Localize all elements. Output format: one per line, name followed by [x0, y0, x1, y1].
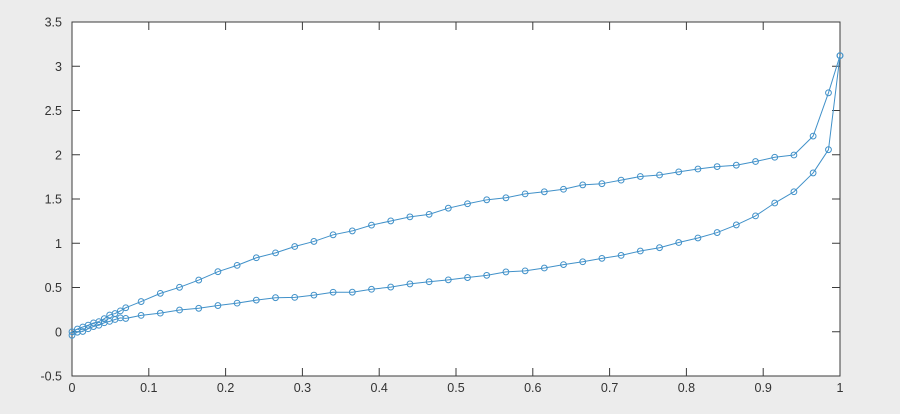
svg-text:0.4: 0.4: [371, 381, 388, 395]
svg-text:0.1: 0.1: [140, 381, 157, 395]
svg-text:2: 2: [55, 148, 62, 162]
svg-text:-0.5: -0.5: [40, 370, 62, 384]
svg-text:0: 0: [69, 381, 76, 395]
svg-text:2.5: 2.5: [45, 104, 62, 118]
svg-text:0.3: 0.3: [294, 381, 311, 395]
svg-text:0.5: 0.5: [447, 381, 464, 395]
svg-text:0: 0: [55, 325, 62, 339]
svg-text:0.8: 0.8: [678, 381, 695, 395]
svg-text:1: 1: [837, 381, 844, 395]
svg-text:0.5: 0.5: [45, 281, 62, 295]
svg-text:0.6: 0.6: [524, 381, 541, 395]
svg-text:1: 1: [55, 237, 62, 251]
svg-text:1.5: 1.5: [45, 193, 62, 207]
svg-text:0.2: 0.2: [217, 381, 234, 395]
svg-text:0.9: 0.9: [755, 381, 772, 395]
svg-text:3: 3: [55, 60, 62, 74]
svg-text:3.5: 3.5: [45, 16, 62, 30]
svg-text:0.7: 0.7: [601, 381, 618, 395]
